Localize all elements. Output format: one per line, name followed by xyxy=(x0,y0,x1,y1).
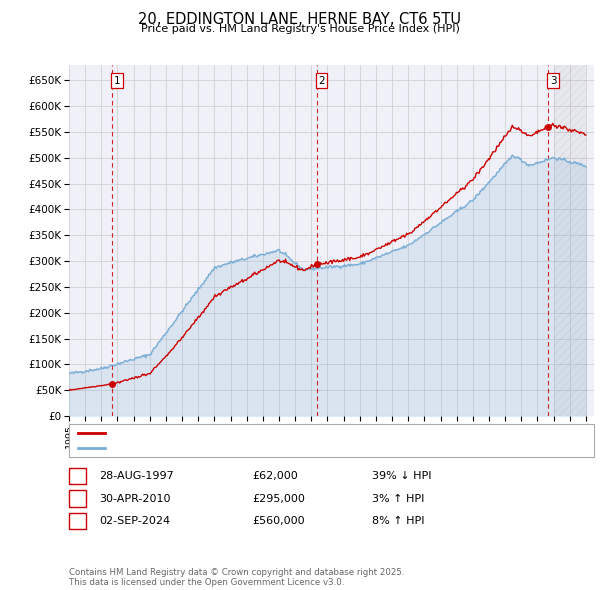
Text: 39% ↓ HPI: 39% ↓ HPI xyxy=(372,471,431,481)
Text: Price paid vs. HM Land Registry's House Price Index (HPI): Price paid vs. HM Land Registry's House … xyxy=(140,24,460,34)
Text: 3: 3 xyxy=(550,76,556,86)
Text: 02-SEP-2024: 02-SEP-2024 xyxy=(99,516,170,526)
Text: £295,000: £295,000 xyxy=(252,494,305,503)
Text: 8% ↑ HPI: 8% ↑ HPI xyxy=(372,516,425,526)
Text: 20, EDDINGTON LANE, HERNE BAY, CT6 5TU (detached house): 20, EDDINGTON LANE, HERNE BAY, CT6 5TU (… xyxy=(112,428,436,438)
Text: £62,000: £62,000 xyxy=(252,471,298,481)
Text: 1: 1 xyxy=(74,471,81,481)
Text: 20, EDDINGTON LANE, HERNE BAY, CT6 5TU: 20, EDDINGTON LANE, HERNE BAY, CT6 5TU xyxy=(139,12,461,27)
Text: 2: 2 xyxy=(318,76,325,86)
Text: £560,000: £560,000 xyxy=(252,516,305,526)
Text: 30-APR-2010: 30-APR-2010 xyxy=(99,494,170,503)
Text: 3: 3 xyxy=(74,516,81,526)
Text: Contains HM Land Registry data © Crown copyright and database right 2025.
This d: Contains HM Land Registry data © Crown c… xyxy=(69,568,404,587)
Text: 1: 1 xyxy=(113,76,120,86)
Text: 2: 2 xyxy=(74,494,81,503)
Text: 28-AUG-1997: 28-AUG-1997 xyxy=(99,471,174,481)
Text: HPI: Average price, detached house, Canterbury: HPI: Average price, detached house, Cant… xyxy=(112,443,364,453)
Text: 3% ↑ HPI: 3% ↑ HPI xyxy=(372,494,424,503)
